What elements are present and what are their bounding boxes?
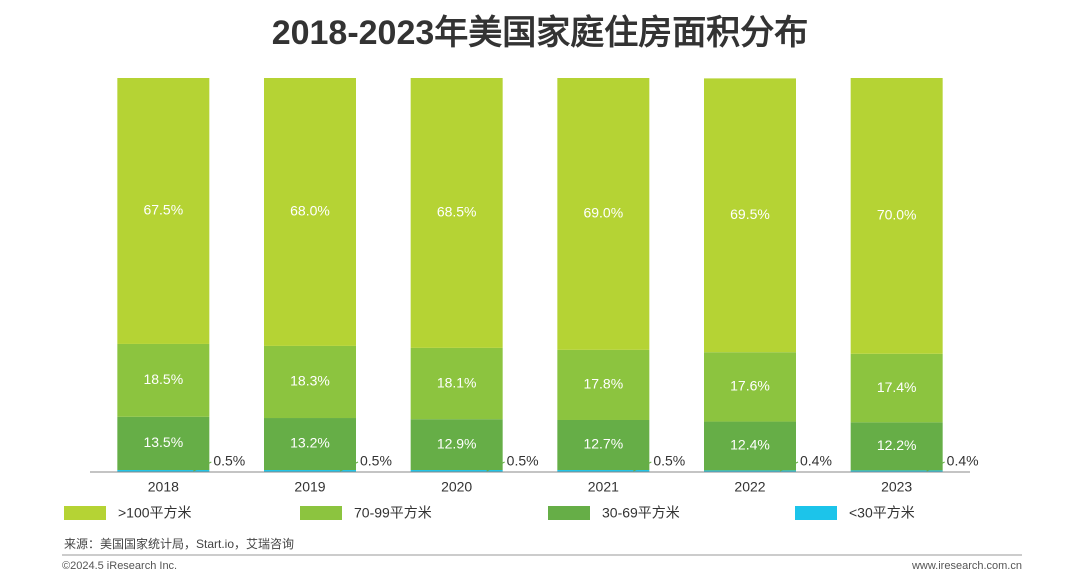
- value-label: 0.5%: [653, 453, 685, 469]
- legend-swatch: [64, 506, 106, 520]
- value-label: 17.8%: [583, 376, 623, 392]
- value-label: 68.0%: [290, 203, 330, 219]
- value-label: 13.5%: [143, 434, 183, 450]
- value-label: 18.3%: [290, 373, 330, 389]
- source: 来源：美国国家统计局，Start.io，艾瑞咨询: [64, 536, 294, 551]
- bar-segment: [850, 78, 943, 354]
- website: www.iresearch.com.cn: [911, 560, 1022, 572]
- value-label: 69.5%: [730, 206, 770, 222]
- x-tick-label: 2023: [881, 479, 912, 495]
- bar-segment: [704, 352, 796, 422]
- legend-label: <30平方米: [849, 505, 915, 521]
- chart-title: 2018-2023年美国家庭住房面积分布: [272, 13, 809, 52]
- bar-segment: [117, 78, 210, 344]
- x-tick-label: 2019: [294, 479, 325, 495]
- legend-swatch: [548, 506, 590, 520]
- bar-segment: [850, 470, 943, 472]
- bar-segment: [410, 78, 503, 348]
- bar-segment: [557, 470, 650, 472]
- bar-segment: [410, 347, 503, 420]
- legend-label: >100平方米: [118, 505, 192, 521]
- x-tick-label: 2022: [734, 479, 765, 495]
- value-label: 0.4%: [800, 453, 832, 469]
- bar-segment: [704, 421, 796, 471]
- bar-segment: [117, 343, 210, 417]
- value-label: 0.5%: [213, 453, 245, 469]
- value-label: 17.6%: [730, 378, 770, 394]
- x-tick-label: 2020: [441, 479, 472, 495]
- bar-segment: [704, 470, 796, 472]
- value-label: 18.1%: [437, 374, 477, 390]
- bar-segment: [410, 419, 503, 471]
- value-label: 70.0%: [877, 207, 917, 223]
- bar-segment: [264, 78, 356, 346]
- value-label: 0.5%: [360, 453, 392, 469]
- value-label: 68.5%: [437, 204, 477, 220]
- bar-segment: [704, 78, 796, 353]
- value-label: 0.5%: [507, 453, 539, 469]
- x-tick-label: 2018: [148, 479, 179, 495]
- legend-label: 30-69平方米: [602, 505, 680, 521]
- value-label: 0.4%: [947, 453, 979, 469]
- bar-segment: [557, 78, 650, 350]
- bar-segment: [264, 470, 356, 472]
- legend-label: 70-99平方米: [354, 505, 432, 521]
- bar-segment: [850, 422, 943, 471]
- value-label: 18.5%: [143, 371, 183, 387]
- bar-segment: [117, 470, 210, 472]
- bar-segment: [850, 353, 943, 423]
- legend-swatch: [300, 506, 342, 520]
- bar-segment: [557, 349, 650, 420]
- bar-segment: [117, 416, 210, 471]
- value-label: 12.7%: [583, 436, 623, 452]
- value-label: 17.4%: [877, 379, 917, 395]
- value-label: 12.9%: [437, 435, 477, 451]
- value-label: 67.5%: [143, 202, 183, 218]
- value-label: 69.0%: [583, 205, 623, 221]
- bar-segment: [557, 419, 650, 471]
- copyright: ©2024.5 iResearch Inc.: [62, 560, 177, 572]
- value-label: 13.2%: [290, 435, 330, 451]
- bar-segment: [410, 470, 503, 472]
- value-label: 12.4%: [730, 437, 770, 453]
- x-tick-label: 2021: [588, 479, 619, 495]
- legend-swatch: [795, 506, 837, 520]
- bar-segment: [264, 345, 356, 419]
- value-label: 12.2%: [877, 437, 917, 453]
- bar-segment: [264, 418, 356, 471]
